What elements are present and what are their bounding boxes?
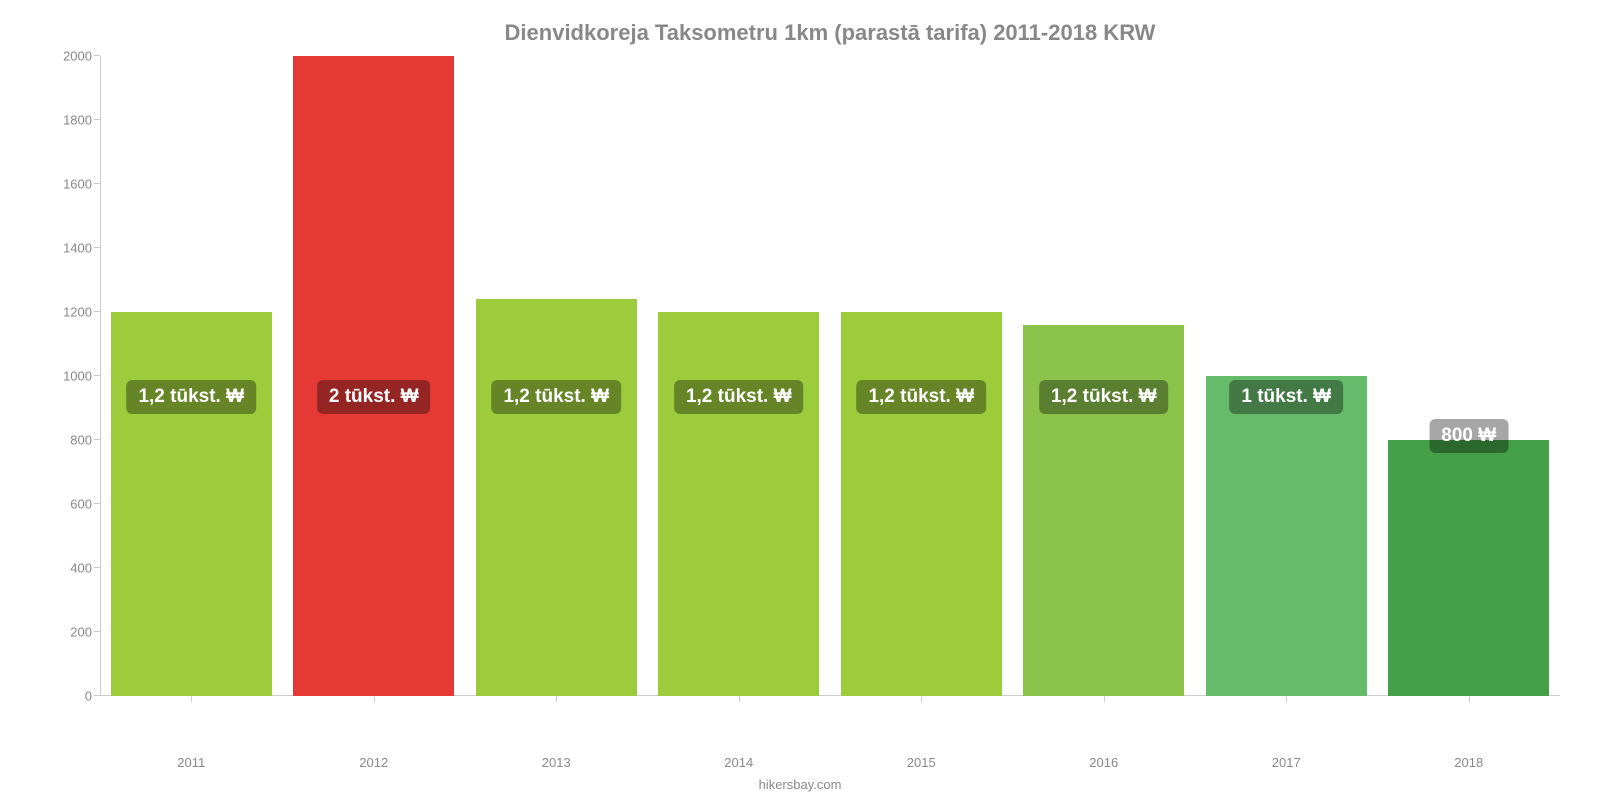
y-axis: 0200400600800100012001400160018002000	[40, 56, 100, 696]
bar-slot: 1,2 tūkst. ₩	[100, 56, 283, 696]
x-tick-label: 2015	[830, 755, 1013, 770]
bar-value-label: 2 tūkst. ₩	[317, 380, 431, 414]
bar-value-label: 800 ₩	[1429, 419, 1508, 453]
y-tick-label: 1000	[42, 369, 92, 384]
x-tick-mark	[556, 696, 557, 702]
source-label: hikersbay.com	[0, 777, 1600, 792]
x-tick-mark	[1104, 696, 1105, 702]
bar-value-label: 1,2 tūkst. ₩	[126, 380, 256, 414]
bar	[476, 299, 637, 696]
y-tick-label: 200	[42, 625, 92, 640]
y-tick-label: 1800	[42, 113, 92, 128]
x-tick-mark	[191, 696, 192, 702]
x-tick-label: 2016	[1013, 755, 1196, 770]
y-tick-label: 1200	[42, 305, 92, 320]
x-tick-mark	[374, 696, 375, 702]
bar-value-label: 1,2 tūkst. ₩	[491, 380, 621, 414]
bar	[1388, 440, 1549, 696]
bar	[658, 312, 819, 696]
bar-slot: 1,2 tūkst. ₩	[648, 56, 831, 696]
bar-slot: 800 ₩	[1378, 56, 1561, 696]
y-tick-label: 2000	[42, 49, 92, 64]
x-tick-mark	[921, 696, 922, 702]
chart-title: Dienvidkoreja Taksometru 1km (parastā ta…	[100, 20, 1560, 46]
bar-value-label: 1,2 tūkst. ₩	[1039, 380, 1169, 414]
bar-slot: 1,2 tūkst. ₩	[465, 56, 648, 696]
y-tick-label: 1600	[42, 177, 92, 192]
x-tick-label: 2011	[100, 755, 283, 770]
bar-slot: 1,2 tūkst. ₩	[830, 56, 1013, 696]
bar-slot: 1 tūkst. ₩	[1195, 56, 1378, 696]
bar-slot: 2 tūkst. ₩	[283, 56, 466, 696]
y-tick-label: 800	[42, 433, 92, 448]
x-axis-labels: 20112012201320142015201620172018	[100, 755, 1560, 770]
x-tick-mark	[739, 696, 740, 702]
x-tick-label: 2017	[1195, 755, 1378, 770]
y-tick-label: 0	[42, 689, 92, 704]
bar-slot: 1,2 tūkst. ₩	[1013, 56, 1196, 696]
bar	[841, 312, 1002, 696]
x-tick-label: 2012	[283, 755, 466, 770]
x-tick-label: 2014	[648, 755, 831, 770]
chart-container: Dienvidkoreja Taksometru 1km (parastā ta…	[0, 0, 1600, 800]
x-tick-label: 2018	[1378, 755, 1561, 770]
y-tick-label: 400	[42, 561, 92, 576]
y-tick-label: 1400	[42, 241, 92, 256]
x-tick-mark	[1286, 696, 1287, 702]
bar	[111, 312, 272, 696]
y-tick-label: 600	[42, 497, 92, 512]
plot-area: 0200400600800100012001400160018002000 1,…	[100, 56, 1560, 696]
bar-value-label: 1,2 tūkst. ₩	[674, 380, 804, 414]
x-tick-mark	[1469, 696, 1470, 702]
bar-value-label: 1,2 tūkst. ₩	[856, 380, 986, 414]
x-tick-label: 2013	[465, 755, 648, 770]
bar	[293, 56, 454, 696]
bar-value-label: 1 tūkst. ₩	[1229, 380, 1343, 414]
bar	[1206, 376, 1367, 696]
bars-group: 1,2 tūkst. ₩ 2 tūkst. ₩ 1,2 tūkst. ₩ 1,2 tū…	[100, 56, 1560, 696]
